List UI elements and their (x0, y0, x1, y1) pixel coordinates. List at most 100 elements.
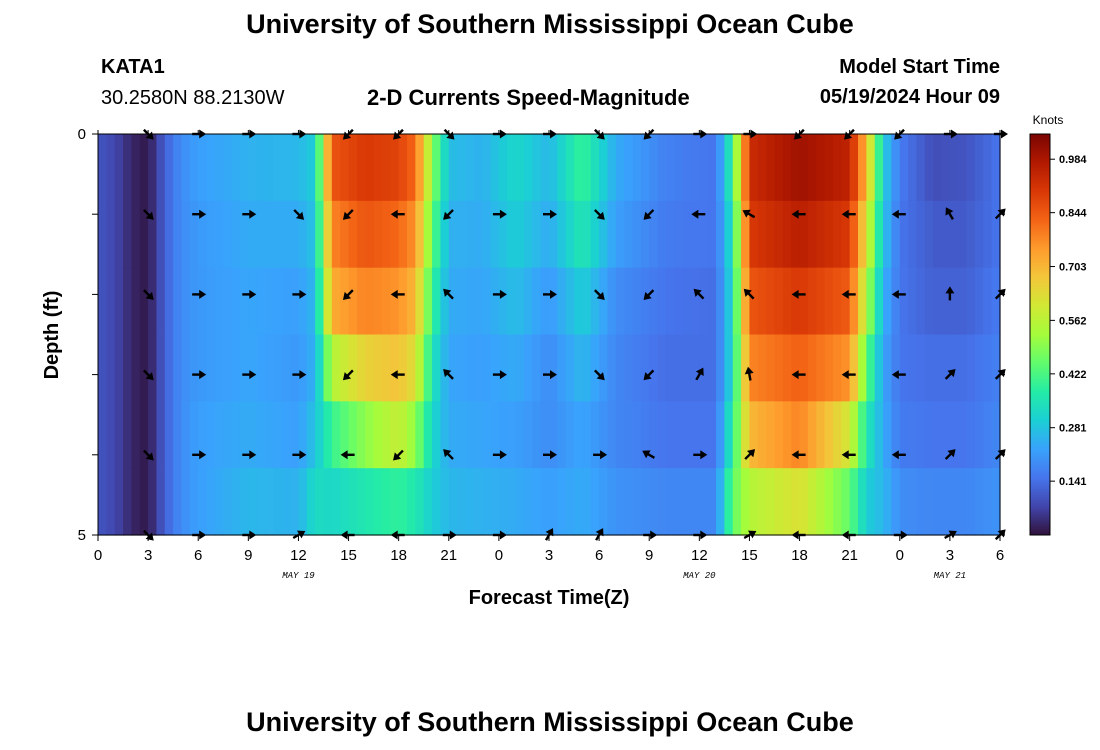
current-vector-arrow (242, 370, 257, 380)
heatmap-cell (465, 468, 475, 536)
heatmap-cell (348, 468, 358, 536)
heatmap-cell (507, 134, 517, 202)
heatmap-cell (298, 334, 308, 402)
heatmap-cell (457, 334, 467, 402)
heatmap-cell (858, 468, 867, 536)
heatmap-cell (757, 267, 767, 336)
heatmap-cell (782, 334, 792, 402)
heatmap-cell (874, 401, 884, 469)
heatmap-cell (482, 134, 492, 202)
heatmap-cell (724, 334, 734, 402)
heatmap-cell (874, 334, 884, 402)
heatmap-cell (365, 134, 375, 202)
heatmap-cell (824, 401, 834, 469)
heatmap-cell (265, 468, 274, 536)
heatmap-cell (340, 267, 350, 336)
heatmap-cell (991, 401, 1001, 469)
heatmap-cell (766, 134, 776, 202)
heatmap-cell (507, 267, 517, 336)
heatmap-cell (841, 401, 851, 469)
heatmap-cell (248, 134, 258, 202)
heatmap-cell (214, 334, 224, 402)
heatmap-cell (390, 200, 400, 269)
x-tick-label: 6 (194, 547, 202, 564)
heatmap-cell (148, 267, 158, 336)
heatmap-cell (173, 267, 183, 336)
heatmap-cell (432, 468, 442, 536)
heatmap-cell (465, 200, 475, 269)
heatmap-cell (933, 134, 943, 202)
heatmap-cell (749, 134, 759, 202)
heatmap-cell (958, 334, 968, 402)
current-vector-arrow (393, 449, 404, 461)
heatmap-cell (599, 401, 609, 469)
heatmap-cell (799, 401, 809, 469)
heatmap-cell (173, 401, 183, 469)
heatmap-cell (139, 134, 149, 202)
current-vector-arrow (691, 209, 706, 219)
colorbar-tick-label: 0.984 (1059, 154, 1087, 166)
heatmap-cell (791, 468, 801, 536)
heatmap-cell (640, 134, 650, 202)
heatmap-cell (98, 134, 107, 202)
heatmap-cell (682, 200, 692, 269)
heatmap-cell (298, 401, 308, 469)
heatmap-cell (966, 200, 976, 269)
heatmap-cell (799, 468, 809, 536)
heatmap-cell (949, 134, 959, 202)
heatmap-cell (139, 468, 149, 536)
heatmap-cell (766, 200, 776, 269)
heatmap-cell (958, 200, 968, 269)
heatmap-cell (599, 267, 609, 336)
heatmap-cell (440, 134, 450, 202)
heatmap-cell (482, 468, 492, 536)
heatmap-cell (181, 468, 191, 536)
heatmap-cell (265, 401, 274, 469)
heatmap-cell (983, 401, 993, 469)
x-tick-label: 18 (791, 547, 808, 564)
heatmap-cell (532, 401, 542, 469)
heatmap-cell (523, 401, 533, 469)
heatmap-cell (557, 334, 567, 402)
heatmap-cell (532, 267, 542, 336)
heatmap-cell (231, 134, 241, 202)
heatmap-cell (206, 134, 216, 202)
heatmap-cell (657, 200, 667, 269)
heatmap-cell (273, 468, 283, 536)
heatmap-cell (574, 134, 584, 202)
heatmap-cell (866, 134, 876, 202)
heatmap-cell (749, 200, 759, 269)
heatmap-cell (457, 200, 467, 269)
heatmap-cell (799, 200, 809, 269)
heatmap-cell (983, 134, 993, 202)
current-vector-arrow (292, 289, 307, 299)
heatmap-cell (991, 468, 1001, 536)
current-vector-arrow (492, 289, 507, 299)
current-vector-arrow (543, 289, 557, 299)
heatmap-cell (816, 267, 826, 336)
heatmap-cell (674, 334, 684, 402)
heatmap-cell (440, 334, 450, 402)
heatmap-cell (407, 267, 416, 336)
heatmap-cell (189, 134, 199, 202)
heatmap-cell (682, 267, 692, 336)
heatmap-cell (657, 334, 667, 402)
heatmap-cell (632, 401, 642, 469)
heatmap-cell (624, 334, 634, 402)
heatmap-cell (832, 267, 842, 336)
heatmap-cell (574, 401, 584, 469)
heatmap-cell (883, 134, 893, 202)
heatmap-cell (448, 401, 458, 469)
heatmap-cell (189, 401, 199, 469)
heatmap-cell (281, 200, 291, 269)
current-vector-arrow (192, 450, 207, 460)
heatmap-cell (198, 401, 208, 469)
heatmap-cell (657, 134, 667, 202)
heatmap-cell (131, 401, 141, 469)
heatmap-cell (173, 334, 183, 402)
heatmap-cell (966, 468, 976, 536)
heatmap-cell (198, 334, 208, 402)
heatmap-cell (256, 468, 266, 536)
heatmap-cell (457, 468, 467, 536)
current-vector-arrow (292, 370, 307, 380)
